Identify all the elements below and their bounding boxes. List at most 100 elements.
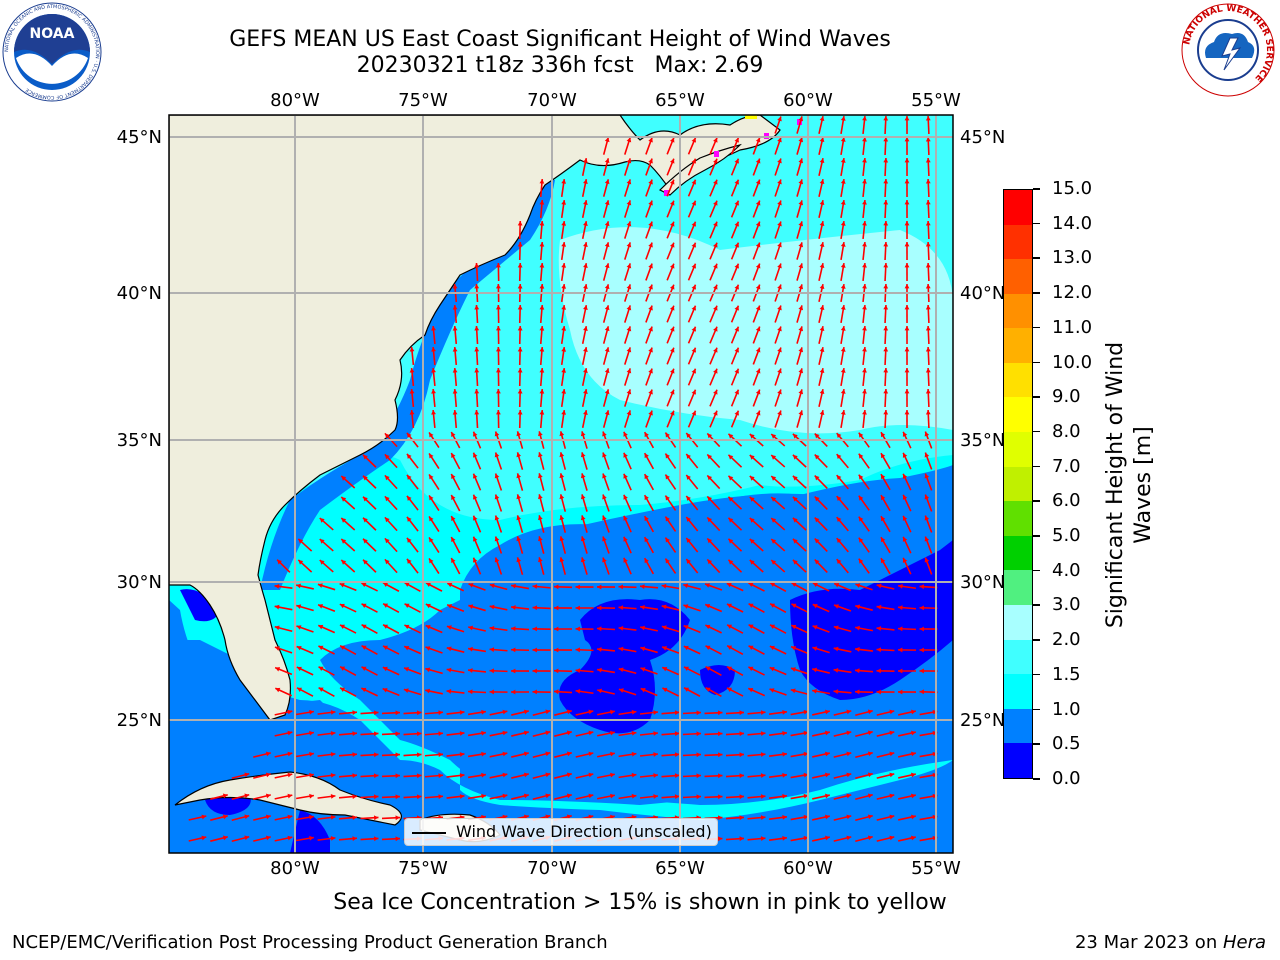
wave-direction-arrowhead [755,305,761,311]
wave-direction-arrowhead [862,368,867,373]
wave-direction-arrowhead [734,221,739,227]
colorbar [1003,189,1033,779]
wave-direction-arrowhead [803,793,809,799]
wave-direction-arrowhead [713,284,718,290]
wave-direction-arrowhead [575,626,580,632]
sea-ice-note: Sea Ice Concentration > 15% is shown in … [333,890,947,915]
wave-direction-arrowhead [523,730,529,736]
wave-direction-arrowhead [855,604,861,610]
wave-direction-arrowhead [287,709,293,715]
wave-direction-arrowhead [707,433,713,439]
wave-direction-arrowhead [924,536,930,542]
wave-direction-arrowhead [452,326,458,331]
wave-direction-arrowhead [846,751,852,757]
wave-direction-arrowhead [583,347,588,352]
wave-direction-arrowhead [494,515,500,521]
wave-direction-arrowhead [898,583,903,589]
wave-direction-arrowhead [511,668,516,674]
colorbar-tick-label: 13.0 [1052,247,1093,269]
wave-direction-arrowhead [728,538,734,544]
wave-direction-arrowhead [275,667,281,672]
colorbar-tick-label: 6.0 [1052,490,1081,512]
wave-direction-arrowhead [910,814,916,820]
wave-direction-arrowhead [812,625,818,630]
noaa-logo-text: NOAA [30,26,75,42]
wave-direction-arrowhead [618,584,623,590]
lon-label-top: 80°W [270,90,320,111]
wave-direction-arrowhead [287,814,293,820]
wave-direction-arrowhead [925,137,931,142]
wave-direction-arrowhead [631,772,637,778]
wave-direction-arrowhead [855,668,860,674]
wave-direction-arrowhead [416,710,422,716]
wave-direction-arrowhead [755,347,761,353]
wave-direction-arrowhead [517,326,523,331]
colorbar-tick-label: 9.0 [1052,386,1081,408]
wave-direction-arrowhead [705,666,711,671]
wave-direction-arrowhead [340,645,346,650]
wave-direction-arrowhead [339,603,345,609]
wave-direction-arrowhead [373,752,379,758]
wave-direction-arrowhead [683,604,689,609]
wave-direction-arrowhead [771,434,777,439]
wave-direction-arrowhead [468,646,473,652]
colorbar-tick [1033,500,1040,502]
wave-direction-arrowhead [686,517,691,522]
wave-direction-arrowhead [726,687,732,693]
wave-direction-arrowhead [819,137,825,143]
wave-direction-arrowhead [416,752,422,758]
wave-direction-arrowhead [846,709,852,715]
wave-direction-arrowhead [648,326,653,332]
wave-direction-arrowhead [502,772,508,778]
wave-direction-arrowhead [474,326,480,331]
wave-direction-arrowhead [782,710,787,715]
wave-direction-arrowhead [669,326,675,332]
wave-direction-arrowhead [468,604,474,609]
wave-direction-arrowhead [404,603,410,608]
wave-direction-arrowhead [925,326,931,331]
wave-direction-arrowhead [862,158,867,163]
field-light [558,227,953,434]
wave-direction-arrowhead [554,584,559,590]
wave-direction-arrowhead [755,389,761,395]
wave-direction-arrowhead [858,537,864,543]
wave-direction-arrowhead [640,625,645,631]
wave-direction-arrowhead [318,666,324,671]
wave-direction-arrowhead [383,603,389,608]
footer-credit: 23 Mar 2023 on Hera [1075,932,1266,953]
wave-direction-arrowhead [760,752,766,757]
colorbar-segment [1004,639,1032,675]
wave-direction-arrowhead [481,751,486,757]
wave-direction-arrowhead [431,347,436,352]
wave-direction-arrowhead [876,647,882,653]
wave-direction-arrowhead [561,347,567,352]
wave-direction-arrowhead [910,772,916,778]
wave-direction-arrowhead [713,410,718,416]
wave-direction-arrowhead [511,605,516,610]
wave-direction-arrowhead [583,326,588,331]
colorbar-label: Significant Height of Wind Waves [m] [1103,341,1156,629]
wave-direction-arrowhead [644,453,649,459]
wave-direction-arrowhead [404,667,410,672]
wave-direction-arrowhead [309,814,314,820]
colorbar-tick-label: 7.0 [1052,455,1081,477]
field-calm-1 [559,599,690,734]
wave-direction-arrowhead [883,305,889,310]
wave-direction-arrowhead [798,158,804,164]
wave-direction-arrowhead [924,452,930,458]
wave-direction-arrowhead [648,242,653,248]
wave-direction-arrowhead [734,242,739,248]
wave-direction-arrowhead [798,389,804,395]
wave-direction-arrowhead [516,452,522,458]
wave-direction-arrowhead [309,772,314,778]
wave-direction-arrowhead [580,536,586,542]
wave-direction-arrowhead [588,793,594,799]
wave-direction-arrowhead [925,242,931,247]
wave-direction-arrowhead [867,772,873,778]
wave-direction-arrowhead [244,793,250,799]
wave-direction-arrowhead [604,137,610,143]
wave-direction-arrowhead [575,688,581,694]
wave-direction-arrowhead [840,116,846,121]
wave-direction-arrowhead [910,709,916,715]
wave-direction-arrowhead [755,242,761,248]
